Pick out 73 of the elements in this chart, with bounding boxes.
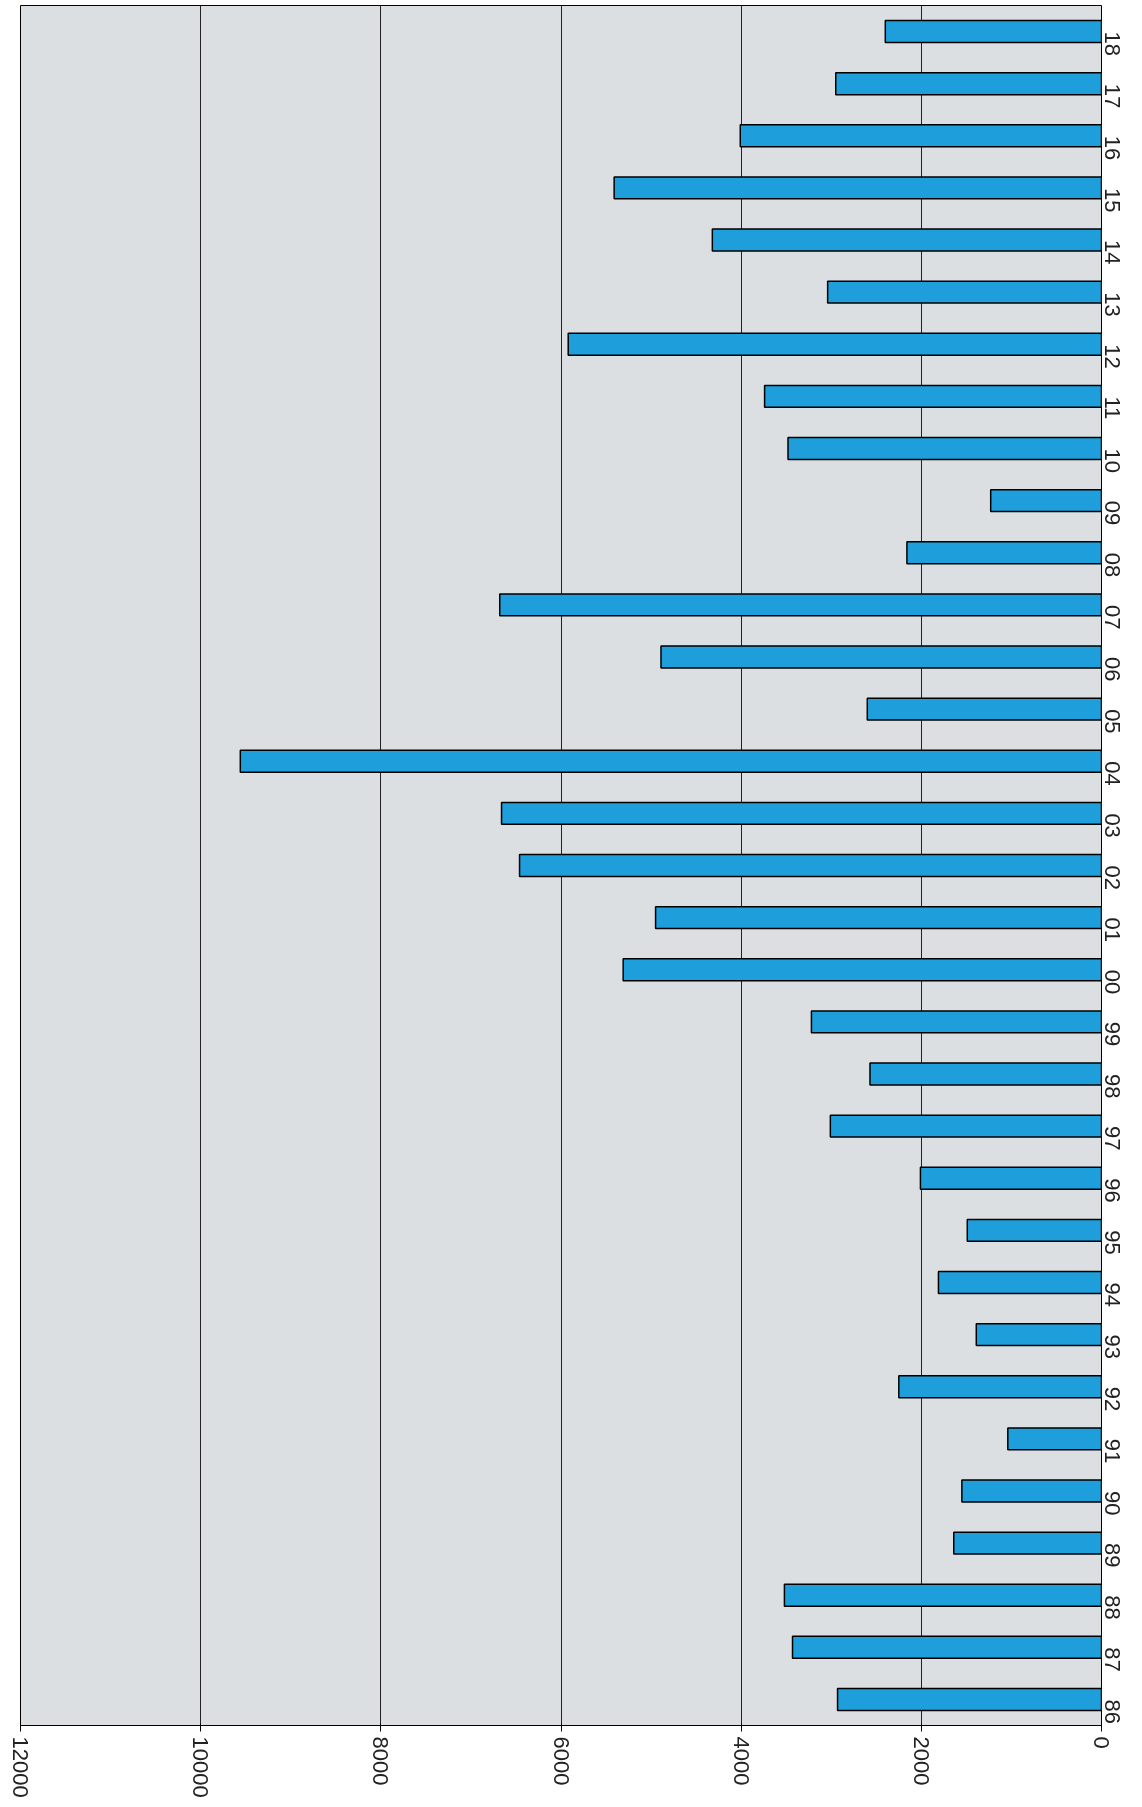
y-tick-label: 11 <box>1100 396 1125 420</box>
bar <box>518 853 1102 878</box>
x-tick-label: 12000 <box>8 1736 33 1798</box>
y-tick-label: 18 <box>1100 31 1125 57</box>
y-tick-label: 87 <box>1100 1647 1125 1672</box>
y-tick-label: 17 <box>1100 83 1125 109</box>
y-tick-label: 14 <box>1100 240 1125 265</box>
bar <box>966 1218 1102 1243</box>
bar <box>654 905 1102 930</box>
y-tick-label: 07 <box>1100 604 1125 630</box>
y-tick-label: 91 <box>1100 1438 1125 1464</box>
y-tick-label: 08 <box>1100 552 1125 578</box>
bar <box>869 1062 1102 1086</box>
y-tick-label: 88 <box>1100 1595 1125 1620</box>
bar <box>810 1010 1102 1034</box>
bar <box>783 1583 1102 1607</box>
y-tick-label: 96 <box>1100 1178 1125 1203</box>
bar <box>500 801 1102 826</box>
bar <box>884 19 1102 44</box>
bar <box>791 1635 1102 1660</box>
bar <box>975 1322 1102 1347</box>
y-tick-label: 04 <box>1100 761 1125 786</box>
y-tick-label: 01 <box>1100 917 1125 943</box>
x-tick-label: 6000 <box>548 1736 574 1786</box>
bar <box>866 697 1102 721</box>
y-tick-label: 12 <box>1100 344 1125 369</box>
bar <box>239 749 1102 773</box>
x-tick-label: 4000 <box>728 1736 754 1786</box>
bar <box>937 1270 1102 1295</box>
y-tick-label: 99 <box>1100 1021 1125 1047</box>
y-tick-label: 98 <box>1100 1073 1125 1099</box>
bar <box>898 1375 1102 1399</box>
x-tick-label: 10000 <box>188 1736 214 1798</box>
bar <box>567 332 1102 356</box>
bar <box>613 176 1102 200</box>
bar <box>711 228 1102 252</box>
y-tick-label: 13 <box>1100 292 1125 317</box>
bar <box>763 384 1102 409</box>
bar <box>989 488 1102 513</box>
y-tick-label: 09 <box>1100 500 1125 526</box>
y-tick-label: 89 <box>1100 1543 1125 1568</box>
y-tick-label: 02 <box>1100 865 1125 890</box>
y-tick-label: 10 <box>1100 448 1125 474</box>
y-tick-label: 15 <box>1100 187 1125 213</box>
x-tick-label: 8000 <box>368 1736 394 1786</box>
x-tick-label: 2000 <box>908 1736 934 1786</box>
bar <box>961 1479 1102 1503</box>
bar <box>906 541 1102 565</box>
bar <box>1007 1427 1102 1451</box>
y-tick-label: 94 <box>1100 1282 1125 1307</box>
y-tick-label: 06 <box>1100 657 1125 682</box>
y-tick-label: 86 <box>1100 1699 1125 1724</box>
y-tick-label: 97 <box>1100 1126 1125 1151</box>
y-tick-label: 00 <box>1100 969 1125 995</box>
y-tick-label: 03 <box>1100 813 1125 838</box>
bar <box>829 1114 1102 1138</box>
y-tick-label: 92 <box>1100 1386 1125 1412</box>
y-tick-label: 95 <box>1100 1230 1125 1255</box>
bar <box>660 645 1102 669</box>
bar <box>953 1531 1102 1555</box>
bar <box>836 1687 1102 1712</box>
bar <box>835 71 1102 96</box>
bar <box>826 280 1102 304</box>
y-tick-label: 16 <box>1100 135 1125 161</box>
x-tick-label: 0 <box>1089 1736 1114 1749</box>
bar <box>739 124 1102 148</box>
y-tick-label: 05 <box>1100 709 1125 734</box>
bar <box>622 958 1102 982</box>
bar <box>787 436 1102 461</box>
bar <box>498 593 1102 617</box>
y-tick-label: 93 <box>1100 1334 1125 1360</box>
y-tick-label: 90 <box>1100 1490 1125 1516</box>
bar <box>919 1166 1102 1190</box>
